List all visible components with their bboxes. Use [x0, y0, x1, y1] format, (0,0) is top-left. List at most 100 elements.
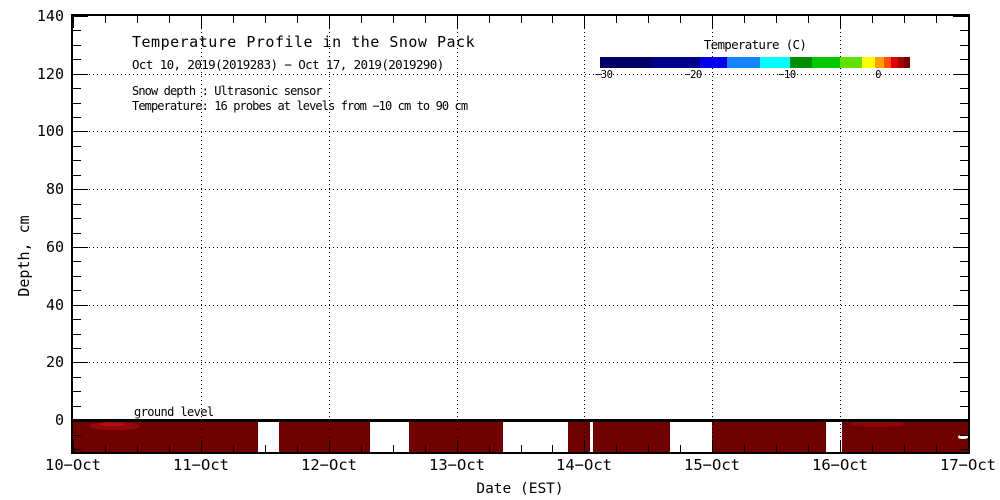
colorbar-tick-label: −20 — [684, 69, 702, 81]
y-axis-tick — [953, 131, 968, 132]
x-axis-tick — [936, 16, 937, 23]
v-gridline — [457, 16, 458, 452]
y-axis-tick — [73, 16, 88, 17]
x-axis-tick — [808, 445, 809, 452]
x-axis-tick — [648, 16, 649, 23]
x-axis-tick — [393, 445, 394, 452]
h-gridline — [73, 305, 968, 306]
y-axis-tick — [73, 305, 88, 306]
x-axis-tick — [552, 445, 553, 452]
y-tick-label: 60 — [45, 238, 64, 256]
y-axis-tick — [73, 377, 81, 378]
y-axis-tick — [73, 362, 88, 363]
snow-band-segment — [712, 422, 826, 452]
y-axis-tick — [73, 218, 81, 219]
x-axis-tick — [137, 16, 138, 23]
ground-level-label: ground level — [134, 405, 214, 419]
x-axis-tick — [904, 16, 905, 23]
h-gridline — [73, 74, 968, 75]
x-axis-tick — [489, 16, 490, 23]
ground-level-line — [73, 419, 968, 422]
colorbar-segment — [861, 57, 875, 68]
y-axis-tick — [73, 30, 81, 31]
x-axis-tick — [616, 445, 617, 452]
x-axis-tick — [872, 445, 873, 452]
chart-note-snow-depth: Snow depth : Ultrasonic sensor — [132, 84, 323, 98]
x-axis-tick — [968, 440, 969, 452]
snow-band-segment — [593, 422, 670, 452]
x-axis-tick — [137, 445, 138, 452]
y-axis-tick — [960, 276, 968, 277]
colorbar-segment — [883, 57, 892, 68]
y-axis-tick — [960, 348, 968, 349]
y-axis-tick — [73, 146, 81, 147]
plot-area: Temperature Profile in the Snow Pack Oct… — [71, 14, 970, 454]
y-axis-tick — [960, 160, 968, 161]
colorbar-segment — [897, 57, 905, 68]
x-axis-tick — [968, 16, 969, 28]
x-axis-tick — [744, 445, 745, 452]
snow-band-segment — [279, 422, 370, 452]
x-axis-tick — [233, 445, 234, 452]
x-axis-tick — [584, 440, 585, 452]
y-axis-tick — [960, 117, 968, 118]
x-axis-tick — [776, 445, 777, 452]
x-axis-tick — [201, 440, 202, 452]
x-tick-label: 17−Oct — [940, 456, 996, 474]
y-axis-tick — [960, 45, 968, 46]
snow-band-segment — [409, 422, 503, 452]
x-axis-tick — [457, 440, 458, 452]
y-axis-tick — [960, 59, 968, 60]
y-axis-tick — [73, 276, 81, 277]
v-gridline — [840, 16, 841, 452]
y-axis-tick — [960, 146, 968, 147]
x-axis-tick — [521, 445, 522, 452]
snow-band-segment — [842, 422, 968, 452]
y-axis-tick — [953, 420, 968, 421]
x-axis-tick — [457, 16, 458, 28]
colorbar-tick-label: −30 — [594, 69, 613, 81]
y-axis-tick — [960, 391, 968, 392]
x-axis-tick — [840, 16, 841, 28]
colorbar-segment — [727, 57, 760, 68]
x-axis-tick — [361, 16, 362, 23]
y-axis-tick — [953, 247, 968, 248]
x-axis-tick — [73, 440, 74, 452]
y-axis-tick — [953, 16, 968, 17]
h-gridline — [73, 189, 968, 190]
x-axis-tick — [105, 16, 106, 23]
y-axis-tick — [73, 334, 81, 335]
x-axis-tick — [584, 16, 585, 28]
x-axis-tick — [201, 16, 202, 28]
x-tick-label: 16−Oct — [812, 456, 868, 474]
x-axis-tick — [297, 16, 298, 23]
x-axis-tick — [648, 445, 649, 452]
y-tick-label: 0 — [54, 411, 64, 429]
x-axis-tick — [521, 16, 522, 23]
y-tick-label: 120 — [36, 65, 64, 83]
y-axis-tick — [953, 189, 968, 190]
v-gridline — [712, 16, 713, 452]
chart-title: Temperature Profile in the Snow Pack — [132, 33, 476, 51]
y-axis-tick — [73, 88, 81, 89]
y-tick-label: 20 — [45, 353, 64, 371]
y-axis-tick — [73, 406, 81, 407]
y-axis-tick — [73, 348, 81, 349]
v-gridline — [201, 16, 202, 452]
colorbar-segment — [812, 57, 840, 68]
x-axis-tick — [489, 445, 490, 452]
x-axis-tick — [393, 16, 394, 23]
x-axis-tick — [680, 16, 681, 23]
y-axis-tick — [73, 160, 81, 161]
colorbar-segment — [904, 57, 910, 68]
y-axis-tick — [73, 290, 81, 291]
snow-band-segment — [568, 422, 590, 452]
y-axis-tick — [73, 131, 88, 132]
colorbar-segment — [759, 57, 791, 68]
x-tick-label: 10−Oct — [45, 456, 101, 474]
chart-subtitle: Oct 10, 2019(2019283) − Oct 17, 2019(201… — [132, 57, 444, 72]
x-axis-tick — [233, 16, 234, 23]
x-axis-tick — [840, 440, 841, 452]
v-gridline — [584, 16, 585, 452]
